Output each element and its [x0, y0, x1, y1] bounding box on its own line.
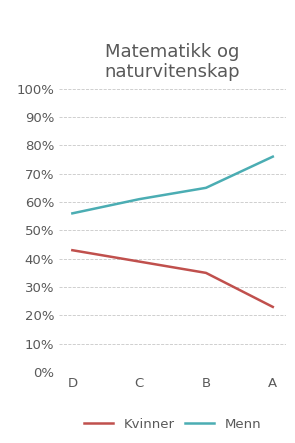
Kvinner — [137, 259, 141, 264]
Menn — [137, 197, 141, 202]
Menn — [71, 211, 74, 216]
Kvinner — [271, 304, 275, 310]
Line: Kvinner: Kvinner — [72, 250, 273, 307]
Line: Menn: Menn — [72, 157, 273, 214]
Legend: Kvinner, Menn: Kvinner, Menn — [79, 413, 266, 436]
Menn — [204, 185, 208, 190]
Title: Matematikk og
naturvitenskap: Matematikk og naturvitenskap — [105, 43, 240, 82]
Kvinner — [204, 270, 208, 276]
Kvinner — [71, 248, 74, 253]
Menn — [271, 154, 275, 159]
